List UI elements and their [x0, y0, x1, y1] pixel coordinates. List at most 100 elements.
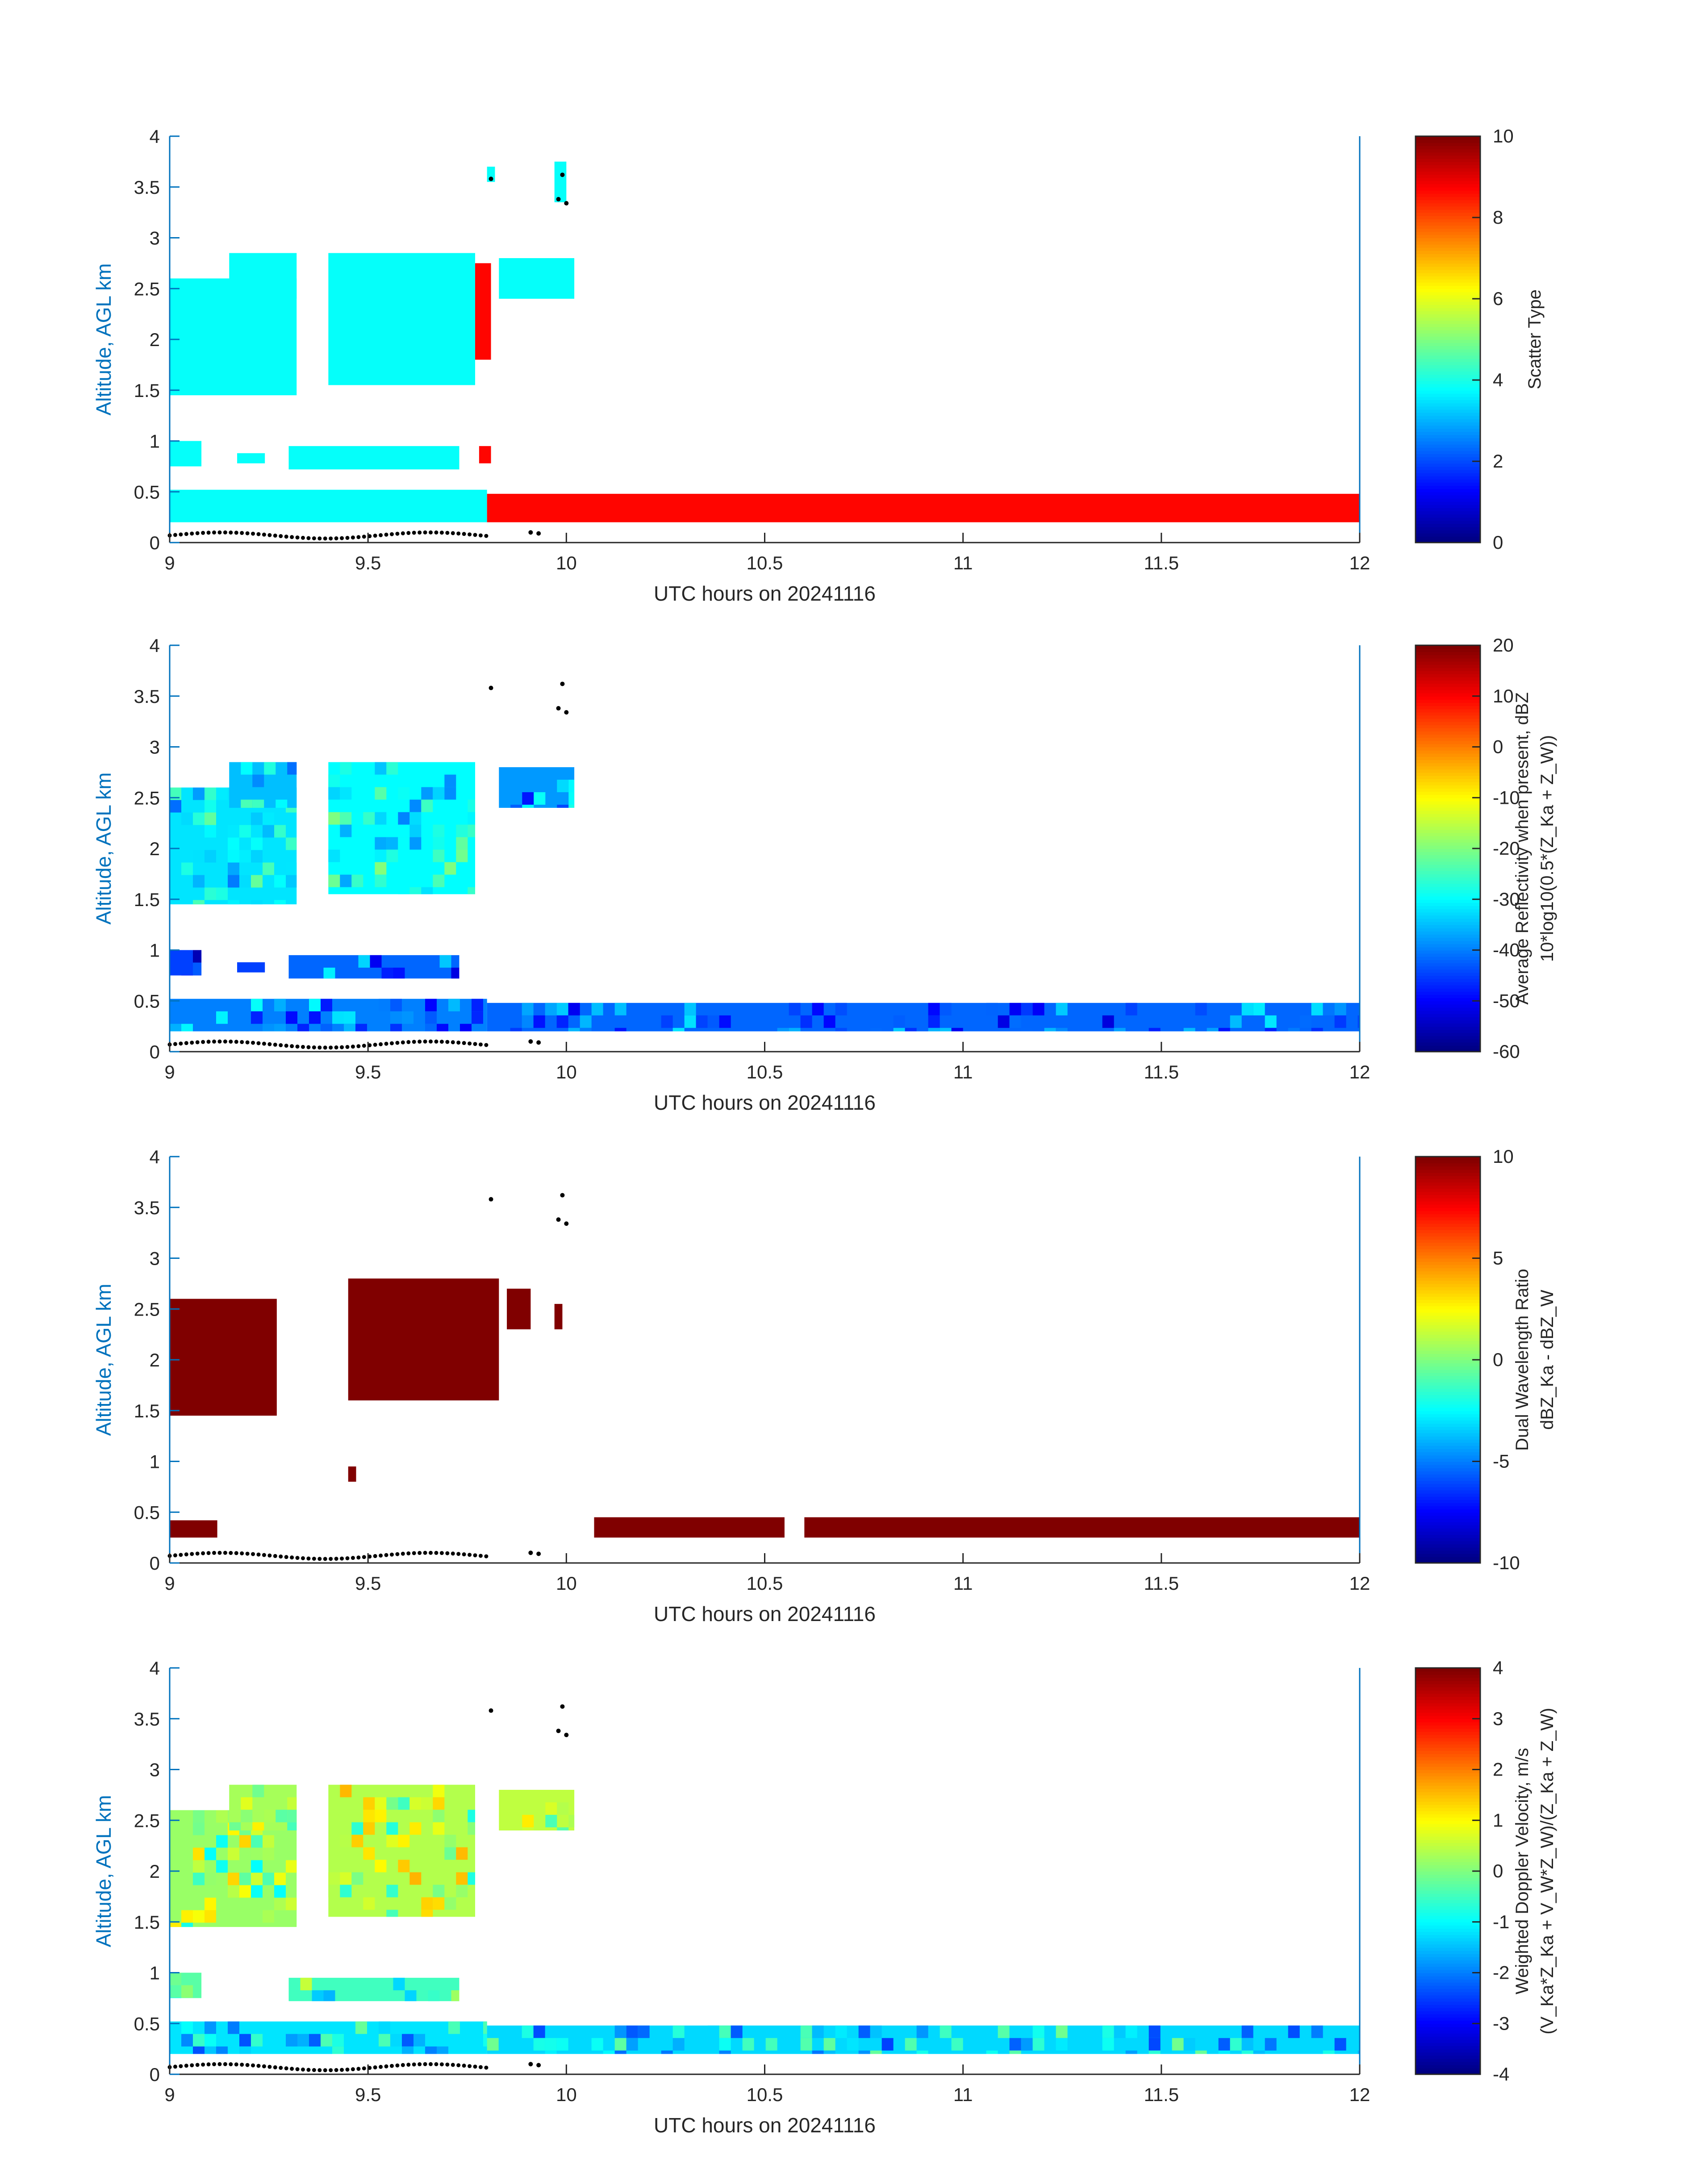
heatmap-cell [193, 1910, 205, 1923]
heatmap-cell [181, 1910, 193, 1923]
colorbar-step [1416, 858, 1480, 862]
surface-dot [451, 2063, 455, 2067]
heatmap-regions [170, 762, 1360, 1032]
colorbar-step [1416, 873, 1480, 877]
heatmap-cell [1207, 1028, 1219, 1032]
colorbar-step [1416, 944, 1480, 948]
colorbar-step [1416, 1798, 1480, 1802]
heatmap-cell [731, 2025, 743, 2038]
colorbar-step [1416, 1023, 1480, 1027]
surface-dot [323, 2068, 327, 2073]
heatmap-cell [228, 850, 239, 863]
heatmap-cell [425, 2046, 437, 2054]
heatmap-cell [951, 2038, 963, 2051]
colorbar-step [1416, 816, 1480, 821]
colorbar-step [1416, 1693, 1480, 1697]
surface-dot [190, 2063, 194, 2068]
colorbar-step [1416, 330, 1480, 334]
surface-dot [212, 2062, 216, 2066]
heatmap-cell [1195, 1003, 1207, 1015]
surface-dot [284, 1555, 288, 1559]
x-tick-label: 10.5 [747, 1061, 783, 1082]
surface-dot [229, 531, 233, 535]
heatmap-cell [823, 2050, 835, 2054]
colorbar-frame [1415, 135, 1481, 543]
heatmap-cell [379, 999, 390, 1011]
heatmap-cell [340, 762, 352, 775]
heatmap-cell [402, 2046, 413, 2054]
colorbar-step [1416, 1877, 1480, 1881]
heatmap-cell [375, 762, 387, 775]
heatmap-cell [390, 2034, 402, 2047]
heatmap-cell [409, 824, 422, 837]
heatmap-cell-region [237, 962, 265, 973]
colorbar-step [1416, 203, 1480, 207]
colorbar-step [1416, 890, 1480, 894]
colorbar-step [1416, 1741, 1480, 1745]
heatmap-cell [193, 850, 205, 863]
heatmap-cell [241, 799, 253, 808]
colorbar-step [1416, 536, 1480, 540]
heatmap-cell [1125, 2050, 1137, 2054]
heatmap-cell [684, 1015, 696, 1028]
surface-dot [439, 531, 444, 535]
colorbar-step [1416, 1989, 1480, 1993]
surface-dot [267, 2064, 272, 2069]
colorbar-step [1416, 1331, 1480, 1335]
surface-dot [256, 1041, 261, 1045]
heatmap-cell [205, 825, 216, 838]
colorbar-step [1416, 1734, 1480, 1738]
heatmap-cell [444, 1897, 456, 1910]
colorbar-step [1416, 482, 1480, 486]
heatmap-cell [409, 812, 422, 825]
surface-dot [418, 531, 422, 535]
colorbar-step [1416, 1820, 1480, 1824]
surface-dot [217, 1550, 222, 1555]
heatmap-cell [358, 955, 370, 968]
colorbar-step [1416, 1950, 1480, 1954]
surface-dot [245, 531, 250, 535]
colorbar-tick-label: 2 [1493, 451, 1503, 472]
surface-dot [528, 2062, 533, 2067]
colorbar-step [1416, 1925, 1480, 1929]
colorbar-step [1416, 1960, 1480, 1964]
colorbar-step [1416, 1407, 1480, 1411]
surface-dot [560, 172, 565, 177]
heatmap-cell [252, 1784, 264, 1797]
colorbar-step [1416, 1471, 1480, 1475]
surface-dot [179, 1553, 183, 1557]
colorbar-step [1416, 956, 1480, 960]
y-tick-label: 0 [150, 2064, 160, 2085]
colorbar-step [1416, 924, 1480, 928]
colorbar-step [1416, 364, 1480, 368]
colorbar-step [1416, 1013, 1480, 1017]
heatmap-cell-region [487, 493, 1360, 522]
y-axis-label: Altitude, AGL km [92, 773, 115, 925]
y-tick-label: 3.5 [134, 686, 160, 707]
colorbar-step [1416, 820, 1480, 824]
colorbar-step [1416, 339, 1480, 343]
surface-dot [229, 1040, 233, 1044]
surface-dot [406, 1551, 411, 1556]
surface-dot [401, 1040, 405, 1045]
colorbar-step [1416, 260, 1480, 264]
colorbar-step [1416, 1544, 1480, 1548]
heatmap-cell [286, 1897, 297, 1910]
heatmap-cell [344, 1024, 355, 1032]
colorbar-step [1416, 1785, 1480, 1789]
heatmap-cell [274, 900, 286, 905]
surface-dot [190, 1552, 194, 1556]
heatmap-cell [940, 1003, 952, 1015]
colorbar-label: Dual Wavelength Ratio [1512, 1269, 1532, 1451]
y-tick-label: 3.5 [134, 1197, 160, 1218]
colorbar-tick-label: 6 [1493, 288, 1503, 309]
x-tick-label: 9.5 [355, 1573, 381, 1594]
heatmap-cell [468, 824, 476, 837]
heatmap-cell [603, 2050, 615, 2054]
colorbar-step [1416, 1972, 1480, 1976]
colorbar-step [1416, 810, 1480, 814]
colorbar-step [1416, 880, 1480, 884]
surface-dot [536, 2063, 541, 2068]
colorbar-step [1416, 731, 1480, 735]
